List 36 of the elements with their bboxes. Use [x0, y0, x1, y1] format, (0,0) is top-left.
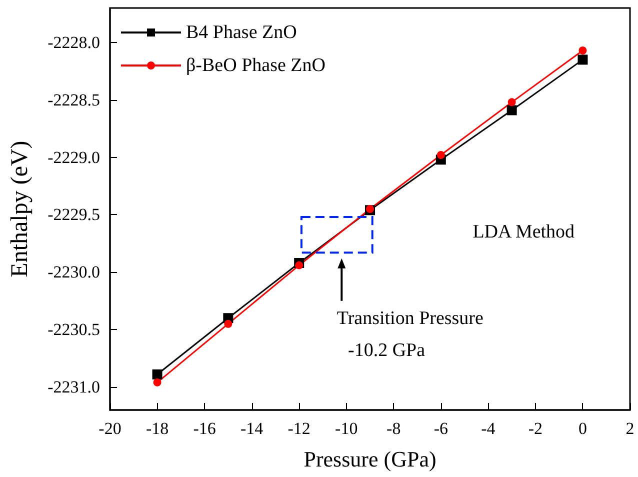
point	[295, 261, 304, 270]
y-tick-label: -2230.5	[48, 320, 100, 340]
x-tick-label: -6	[434, 419, 448, 438]
point	[578, 54, 588, 65]
point	[506, 105, 517, 116]
x-tick-label: 2	[626, 419, 634, 438]
annotation: -10.2 GPa	[348, 340, 426, 362]
y-tick-label: -2228.5	[48, 90, 100, 110]
y-axis-title: Enthalpy (eV)	[7, 140, 33, 278]
x-tick-label: -10	[335, 419, 358, 438]
point	[153, 378, 162, 386]
legend-label: B4 Phase ZnO	[186, 22, 297, 43]
x-tick-label: -4	[481, 419, 496, 438]
x-tick-label: -14	[240, 419, 264, 438]
y-tick-label: -2231.0	[48, 378, 100, 397]
x-axis-title: Pressure (GPa)	[304, 446, 436, 472]
x-tick-label: -2	[528, 419, 543, 438]
point	[508, 98, 516, 106]
x-tick-label: -16	[193, 419, 216, 438]
y-tick-label: -2229.5	[48, 205, 100, 224]
point	[366, 205, 374, 213]
y-tick-label: -2229.0	[48, 148, 100, 167]
x-tick-label: -12	[288, 419, 310, 438]
x-tick-label: 0	[578, 419, 587, 438]
x-tick-label: -20	[98, 419, 122, 438]
point	[578, 46, 587, 54]
annotation: LDA Method	[472, 222, 576, 243]
y-tick-label: -2230.0	[48, 262, 100, 282]
point	[224, 320, 232, 328]
x-tick-label: -18	[146, 419, 169, 438]
y-tick-label: -2228.0	[48, 32, 100, 52]
legend-label: β-BeO Phase ZnO	[186, 55, 326, 76]
annotation: Transition Pressure	[336, 308, 484, 329]
point	[152, 369, 162, 380]
x-tick-label: -8	[386, 419, 401, 438]
point	[436, 151, 445, 160]
